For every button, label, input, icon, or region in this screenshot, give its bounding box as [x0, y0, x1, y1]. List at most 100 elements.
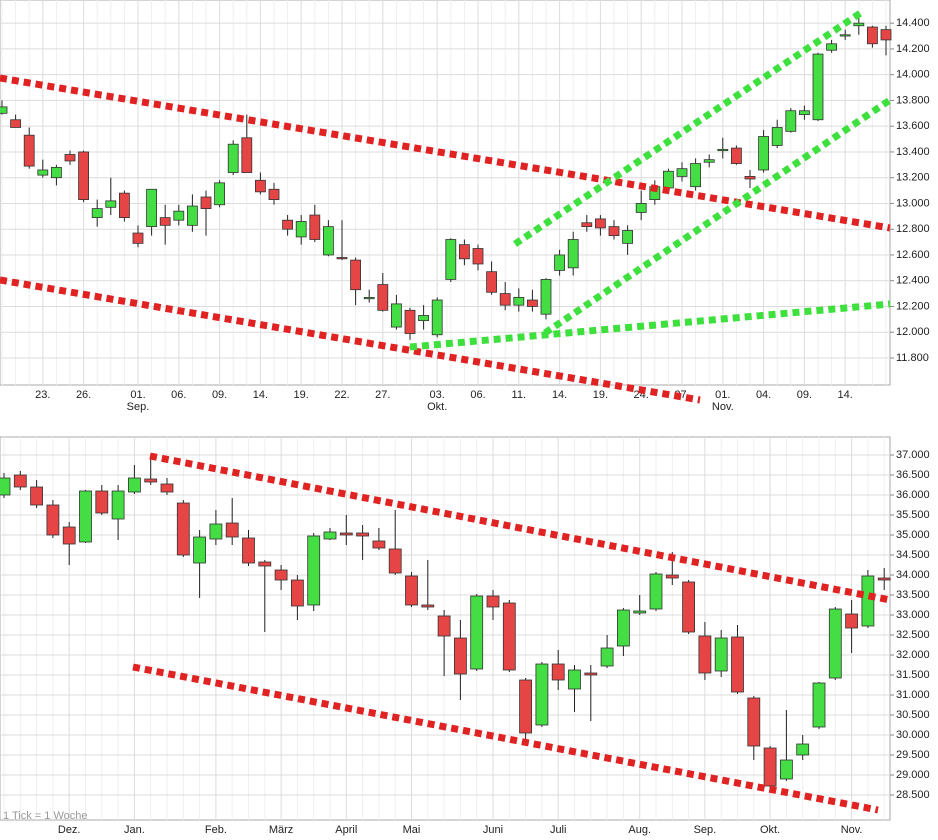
- candle-body: [309, 214, 321, 240]
- y-tick-label: 12.200: [896, 300, 930, 312]
- y-tick-label: 33.500: [896, 589, 930, 601]
- candle-body: [649, 573, 663, 610]
- candle-body: [877, 577, 891, 581]
- candle-body: [62, 526, 76, 545]
- trend-line: [149, 452, 891, 604]
- x-tick-label: 09.: [797, 389, 812, 401]
- candle-body: [0, 106, 8, 114]
- candle-body: [10, 119, 22, 128]
- trend-line: [0, 74, 891, 232]
- x-tick-label: Mai: [403, 824, 421, 836]
- candle-body: [513, 297, 525, 306]
- y-tick-label: 28.500: [896, 789, 930, 801]
- candle-body: [535, 663, 549, 726]
- candle-body: [445, 239, 457, 280]
- candle-body: [322, 226, 334, 256]
- candle-body: [91, 208, 103, 219]
- candle-body: [470, 595, 484, 670]
- candle-body: [608, 226, 620, 237]
- y-tick-label: 32.500: [896, 629, 930, 641]
- y-tick-label: 14.400: [896, 17, 930, 29]
- candle-body: [105, 200, 117, 208]
- x-tick-label: Feb.: [205, 824, 227, 836]
- candle-body: [600, 647, 614, 667]
- candle-body: [796, 743, 810, 756]
- candle-body: [812, 682, 826, 728]
- x-tick-label: 14.: [253, 389, 268, 401]
- candle-body: [771, 127, 783, 146]
- y-tick-label: 30.500: [896, 709, 930, 721]
- candle-body: [581, 222, 593, 228]
- y-tick-label: 29.500: [896, 749, 930, 761]
- candle-body: [295, 221, 307, 238]
- y-tick-label: 13.800: [896, 94, 930, 106]
- candle-body: [714, 637, 728, 672]
- x-tick-label: Dez.: [58, 824, 81, 836]
- candle-body: [812, 53, 824, 121]
- candle-body: [37, 169, 49, 176]
- candle-body: [127, 477, 141, 493]
- candle-body: [785, 110, 797, 132]
- x-tick-label: Jan.: [124, 824, 145, 836]
- x-tick-label: 09.: [212, 389, 227, 401]
- candle-body: [146, 188, 158, 228]
- candle-body: [30, 486, 44, 506]
- x-tick-label: Aug.: [628, 824, 651, 836]
- candle-body: [540, 279, 552, 315]
- y-tick-label: 35.000: [896, 529, 930, 541]
- candle-body: [568, 669, 581, 690]
- x-month-label: Sep.: [127, 401, 150, 413]
- x-month-label: Okt.: [427, 401, 447, 413]
- candle-body: [635, 203, 647, 213]
- candle-body: [551, 663, 565, 681]
- candle-body: [744, 176, 756, 180]
- candle-body: [703, 159, 715, 163]
- candle-body: [0, 477, 11, 496]
- x-tick-label: 22.: [334, 389, 349, 401]
- y-tick-label: 34.500: [896, 549, 930, 561]
- x-month-label: Nov.: [712, 401, 734, 413]
- candle-body: [595, 218, 606, 229]
- y-tick-label: 30.000: [896, 729, 930, 741]
- candle-body: [826, 43, 837, 51]
- candle-body: [486, 271, 498, 293]
- x-tick-label: Juni: [483, 824, 503, 836]
- candle-body: [46, 504, 60, 536]
- candle-body: [377, 284, 389, 311]
- candle-body: [176, 502, 190, 556]
- candle-body: [682, 581, 695, 633]
- trend-line: [409, 300, 891, 351]
- y-tick-label: 33.000: [896, 609, 930, 621]
- candle-body: [388, 548, 402, 574]
- x-tick-label: April: [335, 824, 357, 836]
- trend-line: [543, 97, 892, 336]
- candle-body: [254, 179, 266, 193]
- candle-body: [339, 532, 353, 536]
- candle-body: [458, 244, 470, 260]
- trend-line: [132, 663, 879, 814]
- x-tick-label: Juli: [550, 824, 567, 836]
- trend-lines: [0, 9, 892, 814]
- candle-body: [633, 610, 647, 614]
- candle-body: [418, 315, 430, 322]
- y-tick-label: 36.500: [896, 469, 930, 481]
- x-tick-label: 11.: [512, 389, 526, 401]
- candle-body: [617, 609, 630, 647]
- y-tick-label: 13.400: [896, 146, 930, 158]
- x-tick-label: 01.: [715, 389, 730, 401]
- candle-body: [437, 615, 451, 637]
- candle-body: [186, 205, 198, 226]
- candle-body: [845, 613, 858, 629]
- x-tick-label: 26.: [76, 389, 91, 401]
- y-tick-label: 12.600: [896, 249, 930, 261]
- note: 1 Tick = 1 Woche: [3, 810, 87, 822]
- candle-body: [663, 170, 674, 189]
- x-tick-label: 03.: [430, 389, 445, 401]
- x-tick-label: 23.: [35, 389, 50, 401]
- y-tick-label: 31.000: [896, 689, 930, 701]
- candle-body: [404, 309, 416, 334]
- candle-body: [356, 532, 370, 537]
- candle-body: [828, 608, 842, 679]
